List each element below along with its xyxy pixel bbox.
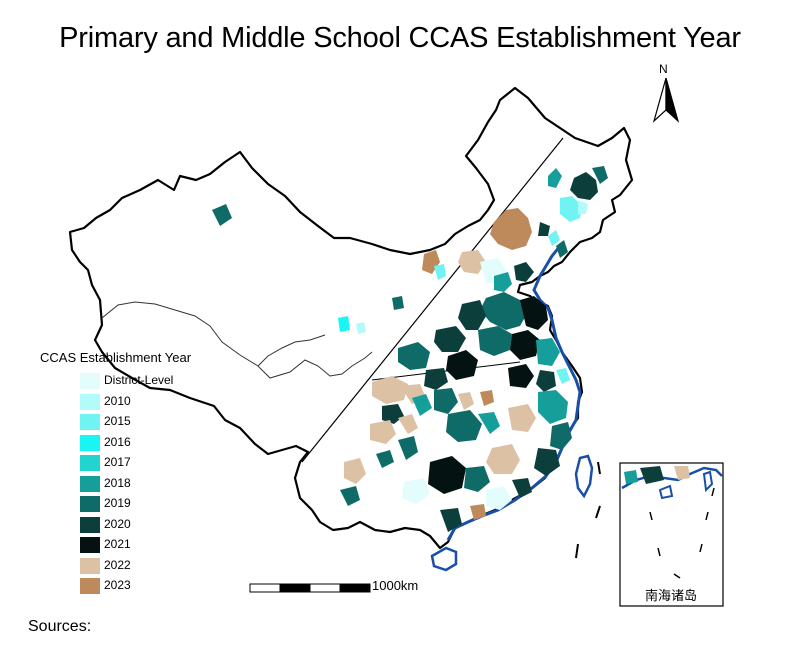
legend-label: 2023 [104, 578, 131, 592]
legend: CCAS Establishment Year District-Level 20… [40, 350, 191, 597]
legend-item: 2020 [40, 515, 191, 536]
legend-swatch [80, 557, 100, 574]
north-arrow [652, 77, 680, 123]
legend-label: District-Level [104, 373, 174, 387]
legend-swatch [80, 496, 100, 512]
legend-swatch [80, 434, 100, 451]
legend-label: 2020 [104, 516, 131, 531]
legend-swatch [80, 373, 100, 389]
sources-label: Sources: [28, 618, 92, 635]
legend-label: 2022 [104, 557, 131, 572]
legend-item: 2021 [40, 535, 191, 556]
legend-item: 2016 [40, 433, 191, 454]
legend-item: 2018 [40, 474, 191, 495]
province-border [101, 301, 373, 379]
legend-swatch [80, 455, 100, 471]
legend-swatch [80, 393, 100, 410]
legend-swatch [80, 414, 100, 430]
map-title: Primary and Middle School CCAS Establish… [59, 22, 741, 54]
country-outline [68, 86, 634, 550]
taiwan [574, 454, 594, 499]
legend-swatch [80, 475, 100, 492]
nine-dash-line [575, 461, 601, 559]
legend-title: CCAS Establishment Year [40, 350, 192, 365]
legend-label: 2016 [104, 434, 131, 449]
legend-swatch [80, 516, 100, 533]
legend-item: 2017 [40, 453, 191, 474]
legend-items: District-Level 2010 2015 2016 2017 2018 2019 20… [40, 371, 191, 597]
legend-swatch [80, 578, 100, 594]
inset-dashes [649, 487, 715, 579]
scale-bar-label: 1000km [372, 578, 419, 593]
hainan [430, 546, 458, 572]
scale-bar [249, 583, 371, 593]
legend-item: 2023 [40, 576, 191, 597]
inset-label: 南海诸岛 [645, 589, 698, 604]
regions [212, 166, 608, 532]
legend-item: 2022 [40, 556, 191, 577]
legend-item: District-Level [40, 371, 191, 392]
legend-swatch [80, 537, 100, 553]
legend-label: 2018 [104, 475, 131, 490]
legend-label: 2019 [104, 496, 131, 510]
legend-item: 2019 [40, 494, 191, 515]
hu-line [301, 137, 564, 463]
north-label: N [659, 62, 668, 76]
legend-label: 2017 [104, 455, 131, 469]
legend-label: 2015 [104, 414, 131, 428]
legend-label: 2010 [104, 393, 131, 408]
legend-label: 2021 [104, 537, 131, 551]
legend-item: 2015 [40, 412, 191, 433]
division-line [371, 361, 521, 381]
legend-item: 2010 [40, 392, 191, 413]
